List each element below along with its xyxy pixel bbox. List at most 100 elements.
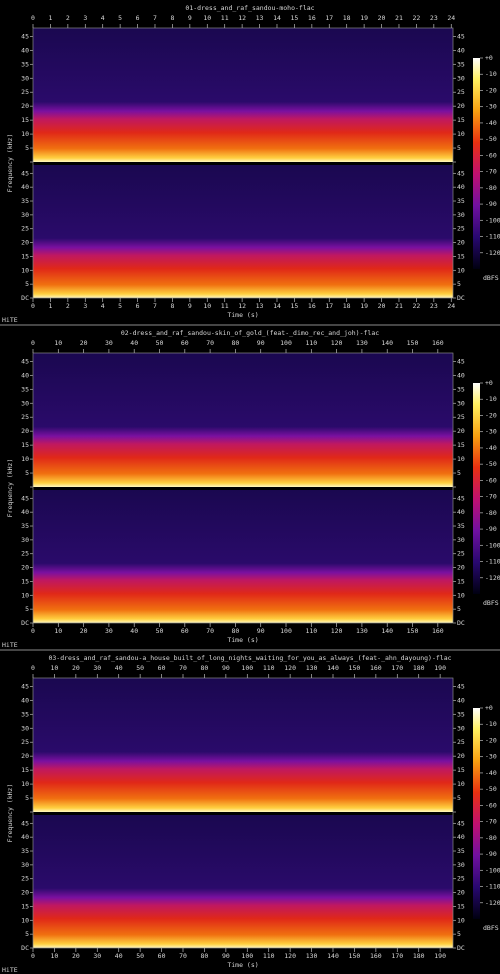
colorbar-tick-label: -60 (485, 476, 497, 484)
x-tick-label: 120 (331, 627, 343, 635)
x-tick-label: 40 (115, 664, 123, 672)
colorbar-tick-label: -50 (485, 135, 497, 143)
spectrogram-channel (33, 490, 453, 623)
colorbar-tick-label: -120 (485, 574, 500, 582)
colorbar-tick-label: -120 (485, 249, 500, 257)
colorbar-label: dBFS (483, 924, 499, 932)
y-tick-label: 20 (21, 427, 29, 435)
x-tick-label: 80 (231, 339, 239, 347)
x-tick-label: 10 (51, 664, 59, 672)
x-tick-label: 8 (170, 302, 174, 310)
x-tick-label: 17 (325, 302, 333, 310)
x-tick-label: 130 (306, 664, 318, 672)
y-tick-label: 10 (457, 266, 465, 274)
x-tick-label: 90 (222, 664, 230, 672)
x-tick-label: 110 (263, 952, 275, 960)
plot-frame (32, 352, 454, 624)
x-tick-label: 11 (221, 14, 229, 22)
x-tick-label: 140 (327, 952, 339, 960)
x-tick-label: 23 (430, 302, 438, 310)
y-tick-label: 15 (21, 902, 29, 910)
spectrogram-channel (33, 165, 453, 298)
y-tick-label: 15 (21, 252, 29, 260)
x-tick-label: 90 (257, 339, 265, 347)
x-tick-label: 10 (54, 339, 62, 347)
y-tick-label: 25 (21, 225, 29, 233)
colorbar-label: dBFS (483, 274, 499, 282)
x-tick-label: 21 (395, 302, 403, 310)
y-tick-label: 25 (457, 413, 465, 421)
x-tick-label: 3 (83, 302, 87, 310)
x-tick-label: 11 (221, 302, 229, 310)
colorbar-tick-label: -90 (485, 525, 497, 533)
x-tick-label: 1 (48, 302, 52, 310)
y-tick-label: 20 (21, 564, 29, 572)
y-tick-label: 35 (457, 385, 465, 393)
y-tick-label: 30 (457, 536, 465, 544)
x-tick-label: 70 (206, 339, 214, 347)
y-tick-label: 15 (457, 766, 465, 774)
x-tick-label: 13 (256, 14, 264, 22)
y-tick-label: 5 (457, 794, 461, 802)
x-tick-label: 3 (83, 14, 87, 22)
x-tick-label: 140 (381, 627, 393, 635)
x-tick-label: 0 (31, 627, 35, 635)
x-tick-label: 0 (31, 14, 35, 22)
x-tick-label: 180 (413, 664, 425, 672)
y-tick-label: 15 (21, 116, 29, 124)
y-tick-label: 30 (457, 74, 465, 82)
x-tick-label: 2 (66, 302, 70, 310)
y-tick-label: 45 (21, 169, 29, 177)
y-tick-label: 40 (457, 696, 465, 704)
x-tick-label: 60 (158, 952, 166, 960)
y-tick-label: 10 (21, 916, 29, 924)
colorbar-tick-label: -80 (485, 509, 497, 517)
colorbar-tick-label: -40 (485, 119, 497, 127)
colorbar (473, 383, 480, 594)
x-tick-label: 0 (31, 952, 35, 960)
x-tick-label: 7 (153, 302, 157, 310)
colorbar-tick-label: -50 (485, 460, 497, 468)
colorbar-tick-label: -20 (485, 736, 497, 744)
x-tick-label: 100 (241, 952, 253, 960)
colorbar-tick-label: -40 (485, 769, 497, 777)
x-tick-label: 110 (305, 627, 317, 635)
colorbar-tick-label: -70 (485, 168, 497, 176)
x-tick-label: 20 (378, 302, 386, 310)
y-tick-label: DC (457, 619, 465, 627)
y-tick-label: 45 (457, 32, 465, 40)
y-tick-label: 30 (457, 724, 465, 732)
y-tick-label: DC (21, 294, 29, 302)
y-tick-label: 20 (457, 427, 465, 435)
x-tick-label: 10 (54, 627, 62, 635)
x-tick-label: 15 (290, 302, 298, 310)
x-tick-label: 180 (413, 952, 425, 960)
y-tick-label: 10 (457, 455, 465, 463)
y-tick-label: 20 (457, 889, 465, 897)
y-tick-label: 25 (457, 225, 465, 233)
footer-label: HiTE (2, 966, 18, 974)
x-tick-label: 21 (395, 14, 403, 22)
x-tick-label: 110 (263, 664, 275, 672)
colorbar (473, 58, 480, 269)
x-tick-label: 110 (305, 339, 317, 347)
x-tick-label: 130 (306, 952, 318, 960)
x-tick-label: 5 (118, 302, 122, 310)
y-tick-label: DC (457, 294, 465, 302)
x-tick-label: 22 (412, 14, 420, 22)
colorbar-tick-label: +0 (485, 54, 493, 62)
y-tick-label: 5 (457, 469, 461, 477)
y-tick-label: 25 (21, 413, 29, 421)
colorbar-tick-label: -100 (485, 541, 500, 549)
y-tick-label: 5 (25, 605, 29, 613)
y-tick-label: 25 (21, 550, 29, 558)
x-tick-label: 20 (72, 664, 80, 672)
colorbar-tick-label: -100 (485, 216, 500, 224)
x-tick-label: 100 (280, 339, 292, 347)
y-tick-label: 10 (457, 916, 465, 924)
y-tick-label: 5 (457, 280, 461, 288)
y-tick-label: 20 (21, 102, 29, 110)
y-tick-label: 30 (457, 861, 465, 869)
y-tick-label: 15 (21, 577, 29, 585)
colorbar-tick-label: -80 (485, 834, 497, 842)
